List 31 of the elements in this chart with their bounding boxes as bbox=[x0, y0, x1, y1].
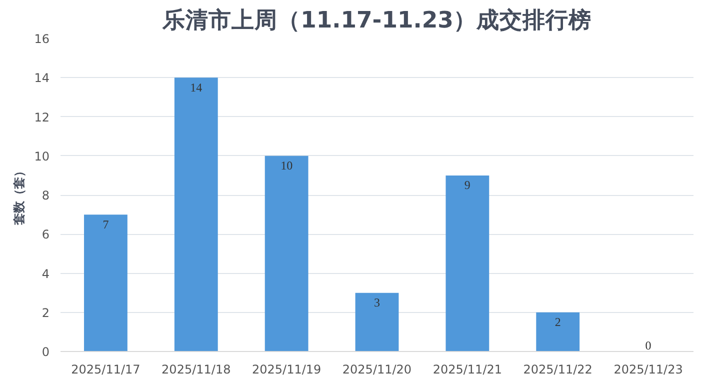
y-tick-label: 0 bbox=[42, 345, 50, 359]
chart-title: 乐清市上周（11.17-11.23）成交排行榜 bbox=[162, 6, 592, 34]
data-label: 2 bbox=[554, 315, 561, 330]
y-tick-label: 8 bbox=[42, 188, 50, 202]
data-label: 14 bbox=[190, 80, 202, 94]
x-tick-label: 2025/11/21 bbox=[432, 362, 502, 376]
x-tick-label: 2025/11/20 bbox=[342, 362, 412, 376]
data-label: 7 bbox=[102, 217, 109, 232]
y-tick-label: 2 bbox=[42, 306, 50, 320]
bar bbox=[355, 292, 399, 352]
x-tick-label: 2025/11/17 bbox=[71, 362, 140, 376]
x-tick-label: 2025/11/18 bbox=[162, 362, 231, 376]
data-label: 0 bbox=[645, 338, 652, 353]
y-tick-label: 12 bbox=[34, 110, 50, 124]
bar bbox=[174, 78, 218, 352]
y-tick-label: 14 bbox=[34, 71, 50, 86]
x-tick-label: 2025/11/23 bbox=[614, 362, 683, 376]
x-tick-label: 2025/11/22 bbox=[523, 362, 592, 376]
bar bbox=[536, 312, 580, 352]
data-label: 3 bbox=[374, 296, 380, 310]
x-tick-label: 2025/11/19 bbox=[252, 362, 322, 376]
bar bbox=[446, 175, 490, 352]
y-tick-label: 6 bbox=[42, 228, 50, 242]
y-tick-label: 16 bbox=[34, 32, 50, 46]
y-axis-title: 套数（套） bbox=[12, 165, 26, 226]
data-label: 10 bbox=[280, 158, 293, 173]
bar bbox=[264, 156, 308, 352]
data-label: 9 bbox=[464, 178, 470, 192]
bar bbox=[84, 214, 128, 352]
y-tick-label: 4 bbox=[42, 266, 50, 281]
y-tick-label: 10 bbox=[34, 149, 50, 164]
